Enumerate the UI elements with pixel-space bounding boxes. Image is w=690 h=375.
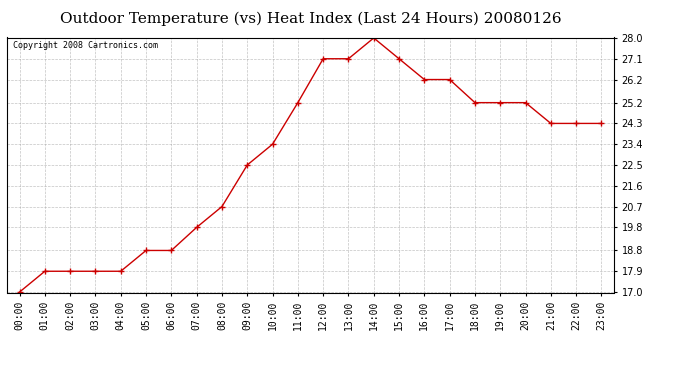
Text: Copyright 2008 Cartronics.com: Copyright 2008 Cartronics.com <box>13 41 158 50</box>
Text: Outdoor Temperature (vs) Heat Index (Last 24 Hours) 20080126: Outdoor Temperature (vs) Heat Index (Las… <box>60 11 561 26</box>
